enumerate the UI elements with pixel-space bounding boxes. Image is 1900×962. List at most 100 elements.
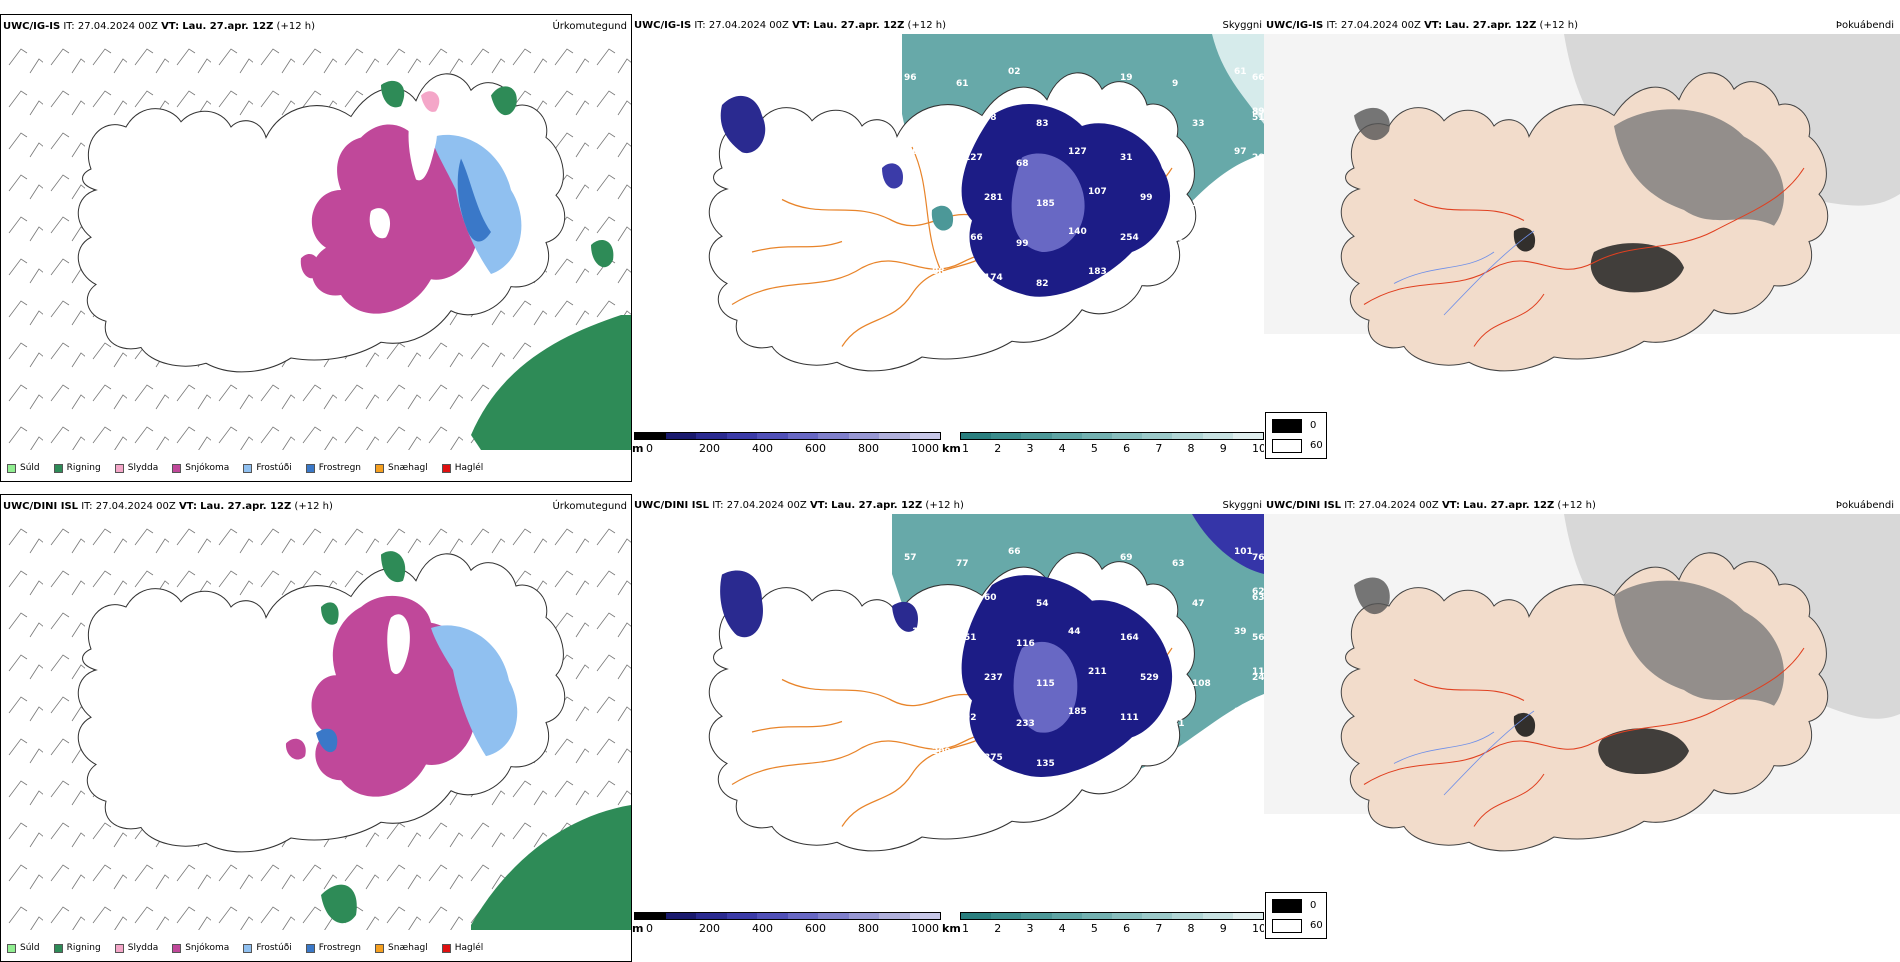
cloudbase-value-label: 77 — [956, 559, 969, 569]
colorbar-segment — [848, 913, 879, 919]
cloudbase-unit: m — [632, 922, 644, 935]
cloudbase-value-label: 111 — [1192, 279, 1211, 289]
panel-title: Úrkomutegund — [552, 21, 627, 32]
colorbar-segment — [818, 913, 849, 919]
colorbar-segment — [1202, 913, 1233, 919]
colorbar-tick-label: 7 — [1155, 442, 1163, 455]
cloudbase-value-label: 63 — [1252, 593, 1264, 603]
colorbar-segment — [1112, 913, 1143, 919]
fog-legend-high: 60 — [1310, 440, 1323, 451]
cloudbase-value-label: 51 — [1252, 113, 1264, 123]
colorbar-tick-label: 9 — [1219, 922, 1227, 935]
cloudbase-value-label: 39 — [1234, 627, 1247, 637]
cloudbase-value-label: 554 — [1252, 713, 1264, 723]
cloudbase-value-label: 197 — [912, 627, 931, 637]
cloudbase-value-label: 56 — [932, 107, 945, 117]
fog-legend-row1: 0 60 — [1265, 412, 1327, 459]
colorbar-segment — [991, 433, 1022, 439]
cloudbase-value-label: 136 — [1192, 199, 1211, 209]
cloudbase-value-label: 140 — [1068, 227, 1087, 237]
cloudbase-value-label: 254 — [1120, 233, 1139, 243]
cloudbase-value-label: 73 — [1140, 113, 1153, 123]
cloudbase-value-label: 174 — [984, 273, 1003, 283]
cloudbase-value-label: 96 — [904, 73, 917, 83]
cloudbase-value-label: 83 — [1252, 187, 1264, 197]
cloudbase-value-label: 51 — [964, 633, 977, 643]
legend-swatch — [305, 943, 315, 953]
cloudbase-value-label: 529 — [1140, 673, 1159, 683]
colorbar-segment — [726, 433, 757, 439]
colorbar-segment — [757, 433, 788, 439]
colorbar-segment — [879, 913, 910, 919]
legend-swatch — [172, 943, 182, 953]
cloudbase-value-label: 82 — [1036, 279, 1049, 289]
colorbar-segment — [1112, 433, 1143, 439]
cloudbase-value-label: 54 — [1036, 599, 1049, 609]
cloudbase-value-label: 88 — [984, 113, 997, 123]
colorbar-tick-label: 0 — [646, 442, 653, 455]
cloudbase-visibility-panel-row2: UWC/DINI ISL IT: 27.04.2024 00Z VT: Lau.… — [632, 494, 1266, 962]
panel-header: UWC/DINI ISL IT: 27.04.2024 00Z VT: Lau.… — [634, 500, 964, 511]
cloudbase-value-label: 19 — [1120, 73, 1133, 83]
cloudbase-value-label: 131 — [912, 707, 931, 717]
colorbar-tick-label: 0 — [646, 922, 653, 935]
colorbar-tick-label: 9 — [1219, 442, 1227, 455]
colorbar-tick-label: 200 — [699, 922, 720, 935]
cloudbase-value-label: 233 — [1016, 719, 1035, 729]
cloudbase-value-label: 108 — [1192, 679, 1211, 689]
colorbar-tick-label: 10 — [1252, 442, 1266, 455]
cloudbase-value-label: 209 — [932, 747, 951, 757]
colorbar-tick-label: 400 — [752, 922, 773, 935]
legend-swatch — [172, 463, 182, 473]
cloudbase-value-label: 48 — [1172, 639, 1185, 649]
colorbar-tick-label: 8 — [1187, 922, 1195, 935]
cloudbase-visibility-panel-row1: UWC/IG-IS IT: 27.04.2024 00Z VT: Lau. 27… — [632, 14, 1266, 482]
cloudbase-value-label: 89 — [1252, 107, 1264, 117]
panel-header: UWC/IG-IS IT: 27.04.2024 00Z VT: Lau. 27… — [3, 21, 315, 32]
legend-item: Slydda — [114, 463, 158, 473]
visibility-unit: km — [942, 442, 961, 455]
cloudbase-value-label: 174 — [1140, 273, 1159, 283]
legend-swatch — [7, 463, 16, 473]
cloudbase-value-label: 68 — [1016, 159, 1029, 169]
colorbar-tick-label: 8 — [1187, 442, 1195, 455]
fog-map — [1264, 514, 1900, 852]
colorbar-segment — [961, 913, 992, 919]
legend-item: Rigning — [53, 463, 101, 473]
colorbar-segment — [1021, 433, 1052, 439]
colorbar-tick-label: 1 — [962, 442, 969, 455]
cloudbase-value-label: 116 — [1016, 639, 1035, 649]
colorbar-segment — [991, 913, 1022, 919]
colorbar-segment — [1142, 433, 1173, 439]
colorbar-tick-label: 4 — [1058, 442, 1066, 455]
legend-item: Snæhagl — [375, 943, 428, 953]
precip-map — [1, 515, 631, 930]
colorbar-segment — [1051, 433, 1082, 439]
cloudbase-value-label: 37 — [932, 187, 945, 197]
panel-header: UWC/DINI ISL IT: 27.04.2024 00Z VT: Lau.… — [1266, 500, 1596, 511]
colorbar-tick-label: 200 — [699, 442, 720, 455]
colorbar-tick-label: 5 — [1090, 922, 1098, 935]
cloudbase-value-label: 120 — [1252, 193, 1264, 203]
panel-title: Þokuábendi — [1835, 20, 1894, 31]
fog-indicator-panel-row1: UWC/IG-IS IT: 27.04.2024 00Z VT: Lau. 27… — [1264, 14, 1900, 482]
legend-item: Frostregn — [305, 463, 361, 473]
cloudbase-value-label: 802 — [1234, 707, 1253, 717]
panel-title: Skyggni — [1222, 20, 1262, 31]
cloudbase-value-label: 59 — [932, 587, 945, 597]
cloudbase-value-label: 63 — [1172, 559, 1185, 569]
cloudbase-value-label: 99 — [1140, 193, 1153, 203]
cloudbase-value-label: 86 — [1252, 233, 1264, 243]
legend-swatch — [53, 943, 63, 953]
colorbar-segment — [1051, 913, 1082, 919]
cloudbase-value-label: 88 — [932, 267, 945, 277]
legend-swatch — [305, 463, 315, 473]
colorbar-tick-label: 1 — [962, 922, 969, 935]
colorbar-segment — [1142, 913, 1173, 919]
legend-item: Frostúði — [243, 943, 292, 953]
cloudbase-value-label: 10 — [852, 67, 865, 77]
legend-item: Snjókoma — [172, 463, 229, 473]
cloudbase-value-label: 183 — [1088, 267, 1107, 277]
colorbar-segment — [1021, 913, 1052, 919]
